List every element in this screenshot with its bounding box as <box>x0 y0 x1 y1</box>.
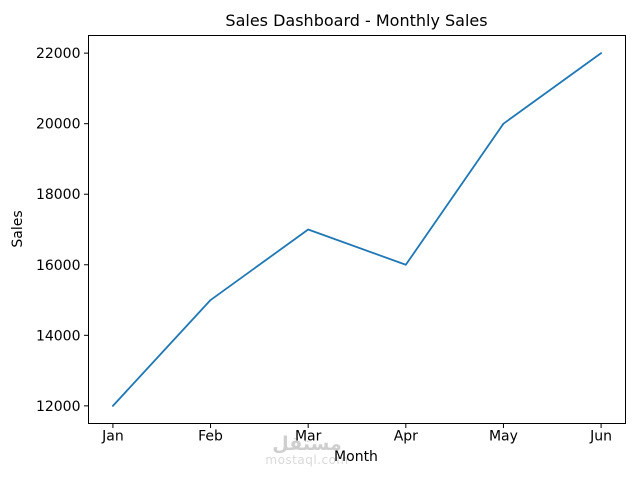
x-tick-label: Feb <box>198 429 223 445</box>
y-tick-label: 20000 <box>36 117 81 133</box>
x-tick-label: Jan <box>101 429 124 445</box>
x-tick-label: Jun <box>589 429 612 445</box>
chart-title: Sales Dashboard - Monthly Sales <box>225 11 488 30</box>
watermark: مستقل mostaql.com <box>265 433 348 466</box>
x-tick-label: Apr <box>394 429 418 445</box>
y-tick-label: 14000 <box>36 328 81 344</box>
plot-frame <box>88 35 626 424</box>
y-tick-label: 22000 <box>36 46 81 62</box>
x-axis-label: Month <box>334 449 378 465</box>
y-tick-label: 12000 <box>36 399 81 415</box>
watermark-site-text: mostaql.com <box>265 453 349 467</box>
sales-line-series <box>112 52 602 407</box>
y-tick-label: 16000 <box>36 258 81 274</box>
y-axis-label: Sales <box>10 210 26 248</box>
y-tick-label: 18000 <box>36 187 81 203</box>
x-tick-label: May <box>489 429 518 445</box>
mostaql-logo: مستقل <box>272 433 342 455</box>
x-tick-label: Mar <box>295 429 322 445</box>
